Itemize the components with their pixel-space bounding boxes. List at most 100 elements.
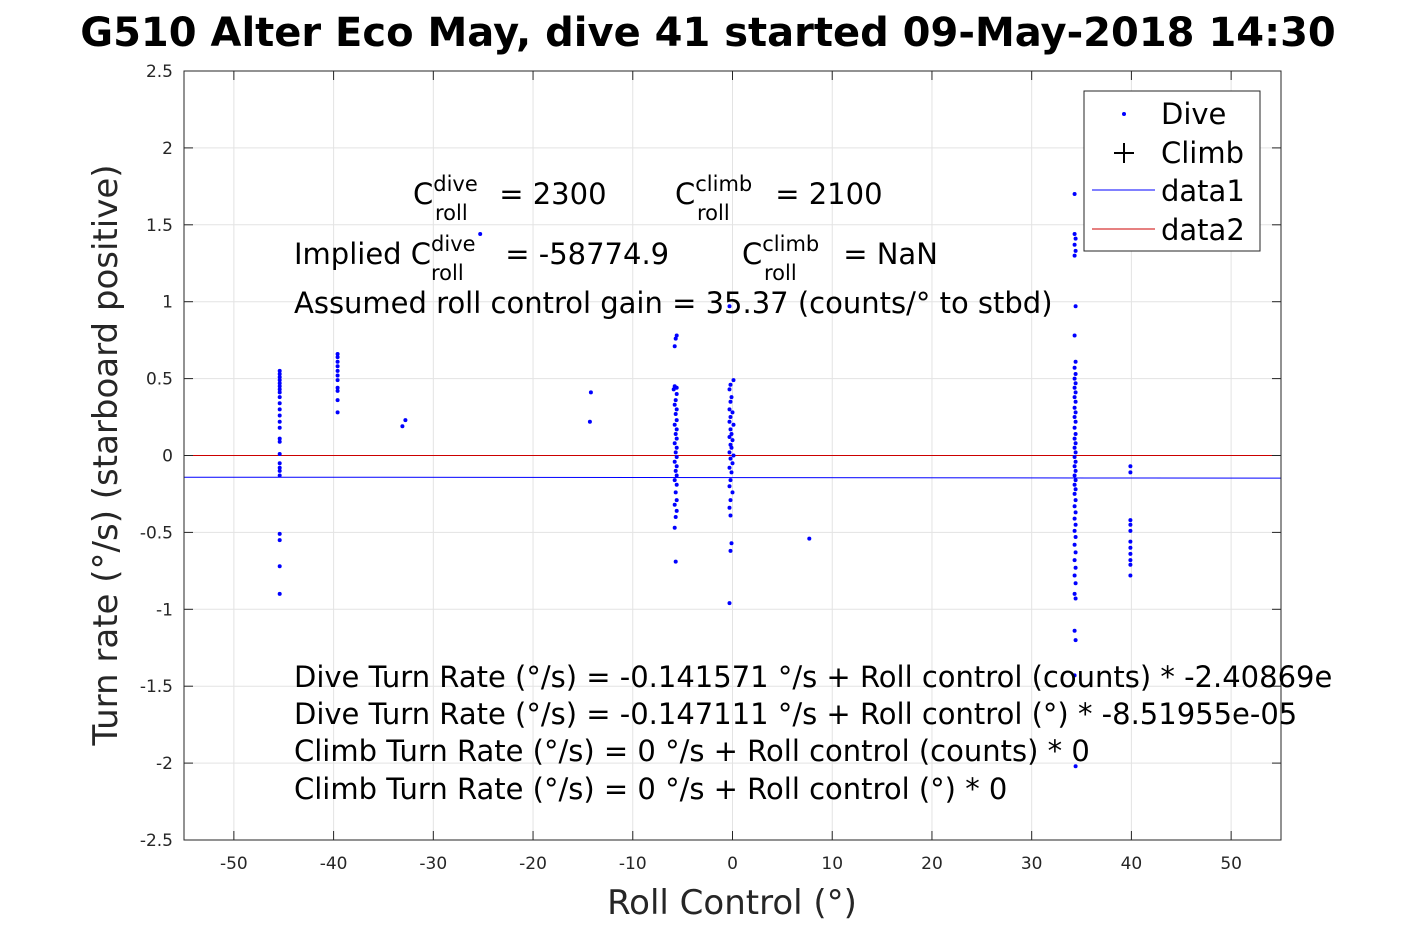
data-point-dive — [672, 422, 677, 427]
c-roll-climb-base: C — [675, 177, 695, 211]
data-point-dive — [277, 378, 282, 383]
data-point-dive — [1073, 248, 1078, 253]
annotation-roll-gain: Assumed roll control gain = 35.37 (count… — [294, 286, 1053, 320]
data-point-dive — [728, 415, 733, 419]
fit-line-climb-counts: Climb Turn Rate (°/s) = 0 °/s + Roll con… — [294, 734, 1090, 768]
y-tick-label: 0 — [162, 447, 173, 467]
data-point-dive — [277, 461, 282, 466]
data-point-dive — [335, 364, 340, 369]
data-point-dive — [1072, 242, 1077, 247]
data-point-dive — [672, 478, 677, 483]
annotation-c-roll-climb: Cclimb roll = 2100 — [675, 172, 883, 225]
data-point-dive — [674, 427, 679, 432]
data-point-dive — [1072, 415, 1077, 419]
data-point-dive — [674, 482, 679, 487]
x-axis-label: Roll Control (°) — [607, 883, 857, 923]
data-point-dive — [1128, 528, 1133, 533]
data-point-dive — [1128, 562, 1133, 567]
data-point-dive — [674, 508, 679, 513]
implied-climb-base: C — [742, 237, 762, 271]
data-point-dive — [673, 559, 678, 564]
legend-climb-marker — [1114, 143, 1134, 163]
legend: Dive Climb data1 data2 — [1083, 90, 1261, 252]
data-point-dive — [277, 436, 282, 441]
implied-climb-value: = NaN — [834, 237, 938, 271]
data-point-dive — [729, 541, 734, 546]
data-point-dive — [277, 452, 282, 456]
data-point-dive — [727, 484, 732, 489]
data-point-dive — [727, 419, 732, 424]
data-point-dive — [1073, 638, 1078, 643]
c-roll-climb-value: = 2100 — [766, 177, 883, 211]
data-point-dive — [1072, 628, 1077, 633]
data-point-dive — [1072, 473, 1077, 478]
data-point-dive — [277, 468, 282, 473]
data-point-dive — [1072, 445, 1077, 450]
data-point-dive — [335, 398, 340, 403]
x-tick-label: 20 — [921, 854, 943, 874]
implied-climb-sub: roll — [764, 261, 797, 285]
data-point-dive — [1073, 372, 1078, 376]
data-point-dive — [1073, 468, 1078, 473]
data-point-dive — [335, 410, 340, 415]
data-point-dive — [277, 465, 282, 470]
data-point-dive — [1072, 558, 1077, 563]
legend-box — [1083, 90, 1261, 252]
legend-dive-marker — [1122, 112, 1126, 116]
data-point-dive — [1072, 516, 1077, 521]
data-point-dive — [729, 395, 734, 400]
data-point-dive — [1072, 528, 1077, 533]
data-point-dive — [1072, 253, 1077, 258]
x-tick-label: -50 — [220, 854, 248, 874]
data-point-dive — [727, 505, 732, 510]
data-point-dive — [674, 392, 679, 396]
data-point-dive — [727, 387, 732, 392]
data-point-dive — [1128, 470, 1133, 475]
data-point-dive — [1073, 304, 1078, 309]
data-point-dive — [1073, 487, 1078, 492]
c-roll-climb-sup: climb — [695, 172, 752, 196]
data-point-dive — [807, 536, 812, 541]
data-point-dive — [1073, 432, 1078, 436]
data-point-dive — [478, 232, 483, 236]
data-point-dive — [277, 564, 282, 569]
data-point-dive — [335, 373, 340, 378]
data-point-dive — [1073, 565, 1078, 570]
data-point-dive — [1072, 482, 1077, 487]
data-point-dive — [1073, 764, 1078, 769]
data-point-dive — [1073, 498, 1078, 503]
data-point-dive — [727, 601, 732, 606]
data-point-dive — [674, 464, 679, 469]
data-point-dive — [728, 513, 733, 518]
c-roll-dive-sub: roll — [435, 201, 468, 225]
data-point-dive — [277, 425, 282, 430]
data-point-dive — [277, 407, 282, 412]
data-point-dive — [1128, 558, 1133, 563]
data-point-dive — [1128, 522, 1133, 527]
data-point-dive — [1073, 478, 1078, 483]
data-point-dive — [1073, 535, 1078, 539]
legend-dive-label: Dive — [1161, 97, 1226, 131]
data-point-dive — [672, 441, 677, 446]
data-point-dive — [731, 422, 736, 427]
x-tick-label: -10 — [619, 854, 647, 874]
data-point-dive — [335, 359, 340, 364]
data-point-dive — [728, 399, 733, 404]
tick-marks: -50 -40 -30 -20 -10 0 10 20 30 40 50-2.5-2-1.5-1-0… — [140, 62, 1281, 874]
data-point-dive — [674, 498, 679, 503]
data-point-dive — [1128, 551, 1133, 556]
data-point-dive — [673, 432, 678, 436]
data-point-dive — [727, 407, 732, 412]
data-point-dive — [728, 548, 733, 553]
data-point-dive — [1073, 450, 1078, 455]
data-point-dive — [1072, 436, 1077, 441]
data-point-dive — [673, 490, 678, 495]
data-point-dive — [731, 378, 736, 383]
data-point-dive — [730, 490, 735, 495]
data-point-dive — [403, 418, 408, 423]
data-point-dive — [672, 502, 677, 507]
implied-dive-sup: dive — [431, 232, 476, 256]
data-point-dive — [277, 401, 282, 406]
data-point-dive — [674, 473, 679, 478]
data-point-dive — [672, 344, 677, 349]
